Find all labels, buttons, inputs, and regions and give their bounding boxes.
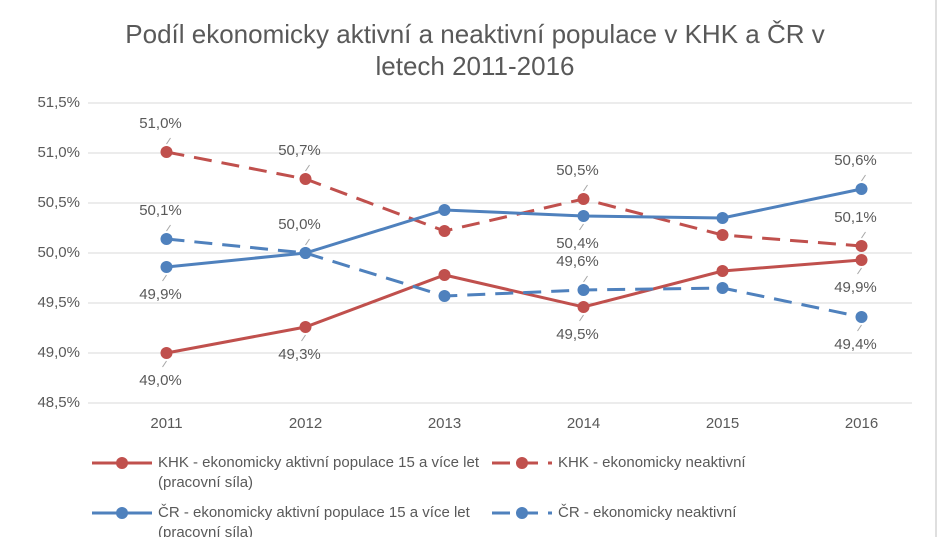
x-tick-label: 2015 [706,415,739,432]
y-tick-label: 51,0% [37,144,80,161]
label-leader [305,238,310,246]
label-leader [579,223,584,231]
label-leader [162,274,167,282]
marker [855,254,868,266]
chart-title: Podíl ekonomicky aktivní a neaktivní pop… [125,19,825,81]
marker [299,321,312,333]
data-label: 49,9% [139,286,182,303]
data-label: 50,1% [834,209,877,226]
data-label: 49,4% [834,336,877,353]
marker [160,233,173,245]
legend-marker [116,507,128,519]
label-leader [583,184,588,192]
series-line [166,150,862,248]
legend-label: ČR - ekonomicky aktivní populace 15 a ví… [158,504,470,537]
marker [299,173,312,185]
label-leader [301,334,306,342]
y-tick-label: 50,0% [37,244,80,261]
label-leader [583,275,588,283]
marker [438,204,451,216]
data-label: 50,5% [556,162,599,179]
marker [577,193,590,205]
marker [438,290,451,302]
y-tick-label: 49,5% [37,294,80,311]
data-label: 50,0% [278,216,321,233]
x-tick-label: 2011 [150,415,182,432]
marker [160,261,173,273]
y-tick-label: 48,5% [37,394,80,411]
legend-label: ČR - ekonomicky neaktivní [558,504,737,521]
marker [577,301,590,313]
data-label: 50,4% [556,235,599,252]
data-label: 50,7% [278,142,321,159]
legend-marker [116,457,128,469]
data-label: 49,3% [278,346,321,363]
x-tick-label: 2013 [428,415,461,432]
label-leader [305,164,310,172]
x-tick-label: 2014 [567,415,600,432]
label-leader [579,314,584,322]
marker [855,311,868,323]
marker [716,265,729,277]
y-tick-label: 50,5% [37,194,80,211]
label-leader [857,267,862,275]
label-leader [861,174,866,182]
label-leader [162,360,167,368]
data-label: 49,5% [556,326,599,343]
label-leader [166,137,171,145]
legend-label: KHK - ekonomicky aktivní populace 15 a v… [158,454,479,491]
marker [577,210,590,222]
y-tick-label: 51,5% [37,94,80,111]
legend-marker [516,507,528,519]
data-label: 49,9% [834,279,877,296]
label-leader [166,224,171,232]
y-tick-label: 49,0% [37,344,80,361]
marker [855,240,868,252]
marker [160,146,173,158]
marker [160,347,173,359]
data-label: 49,6% [556,253,599,270]
x-tick-label: 2012 [289,415,322,432]
data-label: 50,1% [139,202,182,219]
marker [716,282,729,294]
series-line [166,237,862,319]
data-label: 50,6% [834,152,877,169]
marker [716,212,729,224]
marker [716,229,729,241]
marker [577,284,590,296]
marker [299,247,312,259]
series-line [166,258,862,355]
marker [438,225,451,237]
series-line [166,187,862,269]
data-label: 51,0% [139,115,182,132]
marker [438,269,451,281]
x-tick-label: 2016 [845,415,878,432]
legend-label: KHK - ekonomicky neaktivní [558,454,746,471]
data-label: 49,0% [139,372,182,389]
legend-marker [516,457,528,469]
marker [855,183,868,195]
label-leader [861,231,866,239]
label-leader [857,324,862,332]
